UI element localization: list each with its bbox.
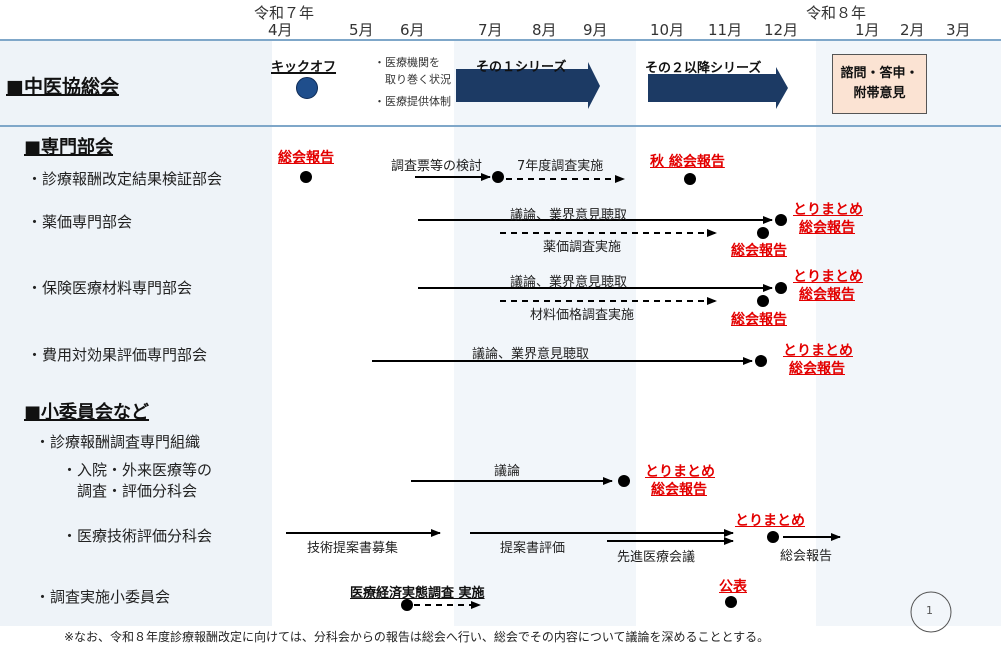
- keizai-chosa-label: 医療経済実態調査 実施: [350, 586, 485, 601]
- senshin-label: 先進医療会議: [617, 550, 696, 565]
- yakka-torimatome: とりまとめ: [793, 202, 863, 218]
- kensho-soukai-houkoku: 総会報告: [278, 150, 334, 166]
- series1-arrow: [456, 62, 600, 109]
- month-feb: 2月: [900, 21, 925, 39]
- aki-soukai-houkoku: 秋 総会報告: [650, 154, 725, 170]
- month-sep: 9月: [583, 21, 608, 39]
- row-yakka: ・薬価専門部会: [27, 213, 133, 231]
- month-jul: 7月: [478, 21, 503, 39]
- kohyo-dot: [725, 596, 737, 608]
- row-gijutsu-hyoka: ・医療技術評価分科会: [62, 527, 213, 545]
- month-apr: 4月: [268, 21, 293, 39]
- hiyo-dot: [755, 355, 767, 367]
- row-nyuin-gairai: ・入院・外来医療等の 調査・評価分科会: [62, 461, 213, 500]
- header-rule: [0, 39, 1001, 41]
- kensho-dot-3: [684, 173, 696, 185]
- nyuin-dot: [618, 475, 630, 487]
- kickoff-marker: [296, 77, 318, 99]
- era-end-label: 令和８年: [806, 4, 867, 22]
- r7-chosa-label: 7年度調査実施: [517, 159, 604, 174]
- yakka-chosa-label: 薬価調査実施: [543, 240, 622, 255]
- yakka-torimatome-houkoku: 総会報告: [799, 220, 855, 236]
- hiyo-torimatome: とりまとめ: [783, 343, 853, 359]
- month-nov: 11月: [708, 21, 743, 39]
- chuikyo-title: ■中医協総会: [6, 76, 119, 98]
- teian-hyoka-label: 提案書評価: [500, 541, 566, 556]
- chuikyo-bullet-situation: ・医療機関を 取り巻く状況: [374, 56, 451, 86]
- nyuin-torimatome-houkoku: 総会報告: [651, 482, 707, 498]
- yakka-giron-label: 議論、業界意見聴取: [510, 208, 628, 223]
- nyuin-torimatome: とりまとめ: [645, 464, 715, 480]
- series2-arrow: [648, 67, 788, 109]
- zairyo-dot-chosa: [757, 295, 769, 307]
- series2-label: その２以降シリーズ: [645, 61, 762, 76]
- hiyo-torimatome-houkoku: 総会報告: [789, 361, 845, 377]
- month-mar: 3月: [946, 21, 971, 39]
- yakka-soukai-houkoku: 総会報告: [731, 243, 787, 259]
- page-number: 1: [926, 604, 933, 617]
- gijutsu-dot: [767, 531, 779, 543]
- gijutsu-torimatome: とりまとめ: [735, 513, 805, 529]
- kickoff-label: キックオフ: [271, 60, 337, 75]
- chosahyo-label: 調査票等の検討: [391, 159, 483, 174]
- row-kensho: ・診療報酬改定結果検証部会: [27, 170, 223, 188]
- zairyo-chosa-label: 材料価格調査実施: [530, 308, 635, 323]
- kohyo-label: 公表: [719, 579, 747, 595]
- row-zairyo: ・保険医療材料専門部会: [27, 279, 193, 297]
- zairyo-giron-label: 議論、業界意見聴取: [510, 275, 628, 290]
- zairyo-soukai-houkoku: 総会報告: [731, 312, 787, 328]
- shoiinkai-title: ■小委員会など: [24, 402, 150, 423]
- zairyo-dot-torimatome: [775, 282, 787, 294]
- series1-label: その１シリーズ: [476, 60, 567, 75]
- final-decision-text: 諮問・答申・ 附帯意見: [840, 66, 919, 101]
- yakka-dot-chosa: [757, 227, 769, 239]
- section-rule: [0, 125, 1001, 127]
- footnote: ※なお、令和８年度診療報酬改定に向けては、分科会からの報告は総会へ行い、総会でそ…: [64, 630, 770, 644]
- month-may: 5月: [349, 21, 374, 39]
- nyuin-giron-label: 議論: [494, 464, 521, 479]
- gijutsu-boshu-label: 技術提案書募集: [307, 541, 399, 556]
- yakka-dot-torimatome: [775, 214, 787, 226]
- chuikyo-bullet-system: ・医療提供体制: [374, 95, 451, 108]
- month-dec: 12月: [764, 21, 799, 39]
- band-apr-jun: [272, 40, 454, 626]
- month-oct: 10月: [650, 21, 685, 39]
- month-jan: 1月: [855, 21, 880, 39]
- row-chosa-soshiki: ・診療報酬調査専門組織: [35, 433, 201, 451]
- band-oct-dec: [636, 40, 816, 626]
- row-hiyo: ・費用対効果評価専門部会: [27, 346, 208, 364]
- senmon-title: ■専門部会: [24, 137, 114, 158]
- month-jun: 6月: [400, 21, 425, 39]
- hiyo-giron-label: 議論、業界意見聴取: [472, 347, 590, 362]
- kensho-dot-1: [300, 171, 312, 183]
- band-jul-sep: [454, 40, 636, 626]
- keizai-dot: [401, 599, 413, 611]
- kensho-dot-2: [492, 171, 504, 183]
- month-aug: 8月: [532, 21, 557, 39]
- zairyo-torimatome-houkoku: 総会報告: [799, 287, 855, 303]
- final-decision-box: 諮問・答申・ 附帯意見: [832, 54, 927, 114]
- band-jan-mar: [816, 40, 1001, 626]
- zairyo-torimatome: とりまとめ: [793, 269, 863, 285]
- row-chosa-jisshi: ・調査実施小委員会: [35, 588, 171, 606]
- page-number-circle: [910, 591, 952, 633]
- era-start-label: 令和７年: [254, 4, 315, 22]
- gijutsu-soukai-houkoku: 総会報告: [780, 549, 833, 564]
- label-column-band: [0, 40, 272, 626]
